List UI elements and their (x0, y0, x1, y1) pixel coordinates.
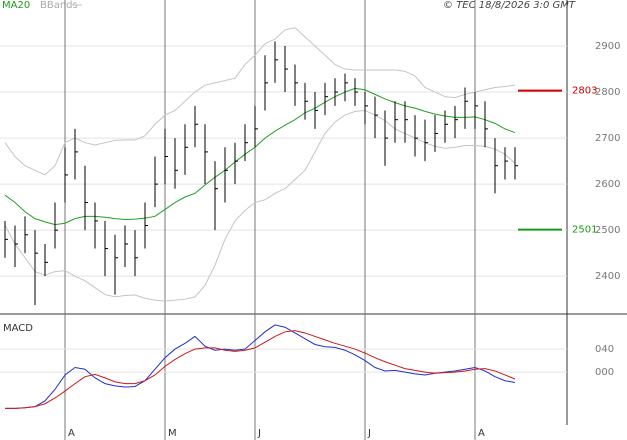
bband-lower (4, 109, 516, 302)
level-label: 2803 (572, 86, 597, 97)
y-tick-label: 2400 (595, 271, 620, 282)
macd-line (5, 324, 516, 409)
y-tick-label: 2900 (595, 41, 620, 52)
macd-title: MACD (3, 323, 33, 334)
x-tick-label: J (367, 428, 371, 439)
x-tick-label: M (168, 428, 177, 439)
level-label: 2501 (572, 225, 597, 236)
legend-ma20: MA20 (2, 0, 30, 11)
y-tick-label: 040 (595, 344, 614, 355)
y-tick-label: 2600 (595, 179, 620, 190)
bband-upper (4, 27, 516, 176)
legend-bbands: BBands (40, 0, 78, 11)
x-tick-label: A (68, 428, 75, 439)
copyright: © TEC 18/8/2026 3:0 GMT (443, 0, 576, 11)
y-tick-label: 000 (595, 367, 614, 378)
y-tick-label: 2500 (595, 225, 620, 236)
y-tick-label: 2800 (595, 87, 620, 98)
x-tick-label: A (478, 428, 485, 439)
x-tick-label: J (257, 428, 261, 439)
y-tick-label: 2700 (595, 133, 620, 144)
macd-line (5, 330, 516, 409)
ma20-line (4, 87, 516, 226)
